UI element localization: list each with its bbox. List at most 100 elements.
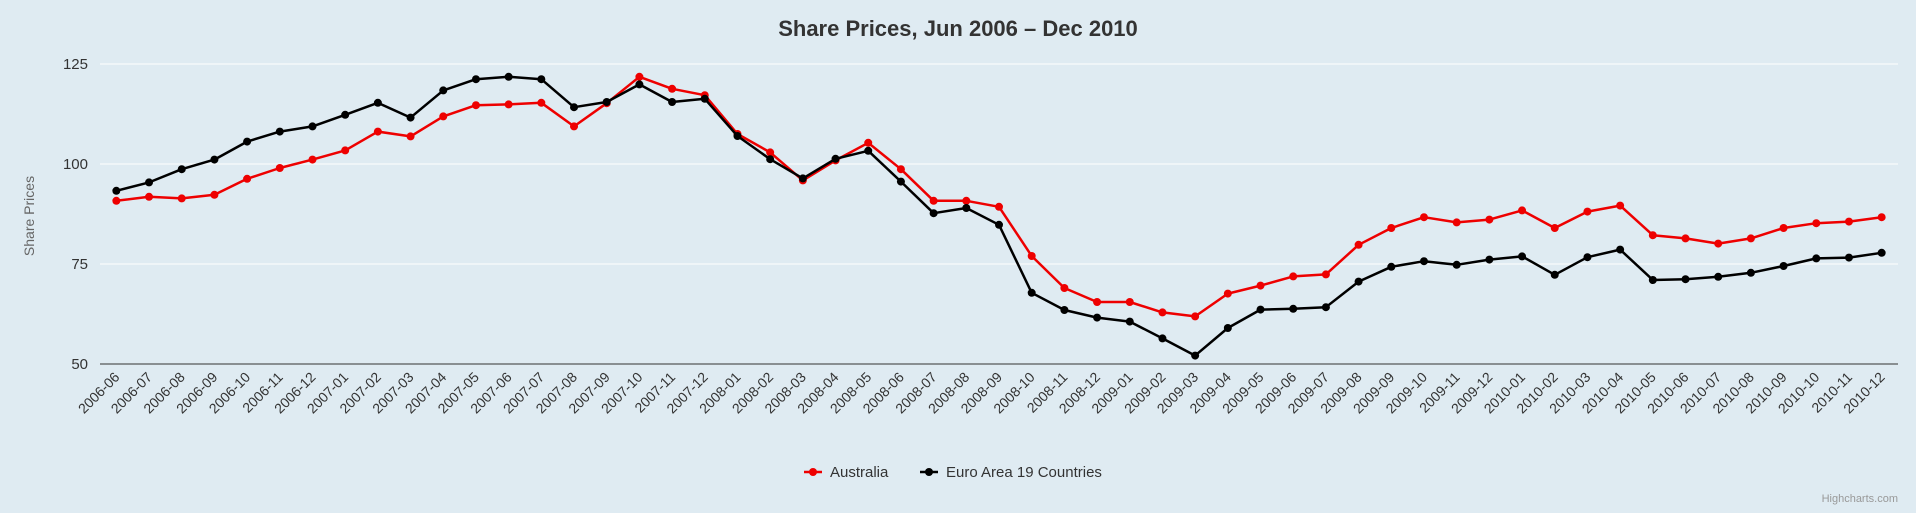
- data-point-euro-area[interactable]: [962, 204, 971, 212]
- data-point-australia[interactable]: [1158, 308, 1167, 317]
- data-point-australia[interactable]: [570, 122, 579, 131]
- data-point-euro-area[interactable]: [733, 132, 742, 140]
- data-point-euro-area[interactable]: [308, 122, 317, 131]
- data-point-australia[interactable]: [1648, 231, 1657, 240]
- data-point-euro-area[interactable]: [831, 154, 840, 163]
- data-point-australia[interactable]: [537, 98, 546, 107]
- data-point-australia[interactable]: [1321, 270, 1330, 279]
- credits-link[interactable]: Highcharts.com: [1822, 493, 1898, 505]
- data-point-euro-area[interactable]: [1550, 270, 1559, 279]
- data-point-australia[interactable]: [1027, 252, 1036, 260]
- data-point-australia[interactable]: [1256, 281, 1265, 290]
- data-point-euro-area[interactable]: [896, 177, 905, 186]
- data-point-australia[interactable]: [308, 155, 317, 164]
- data-point-australia[interactable]: [243, 174, 252, 183]
- data-point-euro-area[interactable]: [1779, 262, 1788, 270]
- data-point-euro-area[interactable]: [439, 86, 448, 95]
- data-point-euro-area[interactable]: [1387, 262, 1396, 271]
- data-point-euro-area[interactable]: [1616, 245, 1625, 254]
- data-point-euro-area[interactable]: [1812, 254, 1821, 263]
- data-point-euro-area[interactable]: [668, 98, 677, 106]
- data-point-euro-area[interactable]: [1158, 334, 1167, 343]
- data-point-australia[interactable]: [864, 138, 873, 147]
- data-point-euro-area[interactable]: [373, 98, 382, 107]
- data-point-euro-area[interactable]: [1191, 351, 1200, 360]
- data-point-euro-area[interactable]: [1093, 313, 1102, 322]
- data-point-euro-area[interactable]: [1354, 277, 1363, 286]
- data-point-euro-area[interactable]: [1419, 257, 1428, 266]
- data-point-euro-area[interactable]: [1518, 252, 1527, 261]
- data-point-euro-area[interactable]: [1452, 260, 1461, 269]
- data-point-euro-area[interactable]: [210, 155, 219, 164]
- data-point-euro-area[interactable]: [243, 137, 252, 146]
- data-point-australia[interactable]: [439, 112, 448, 121]
- data-point-australia[interactable]: [896, 165, 905, 174]
- data-point-euro-area[interactable]: [929, 209, 938, 218]
- data-point-australia[interactable]: [1877, 213, 1886, 222]
- data-point-euro-area[interactable]: [406, 113, 415, 122]
- data-point-australia[interactable]: [373, 127, 382, 136]
- data-point-australia[interactable]: [1681, 234, 1690, 243]
- data-point-australia[interactable]: [766, 148, 775, 157]
- data-point-euro-area[interactable]: [700, 94, 709, 103]
- data-point-euro-area[interactable]: [112, 186, 121, 195]
- data-point-australia[interactable]: [1583, 207, 1592, 216]
- data-point-australia[interactable]: [1093, 298, 1102, 306]
- data-point-euro-area[interactable]: [766, 155, 775, 164]
- data-point-australia[interactable]: [1419, 213, 1428, 222]
- data-point-euro-area[interactable]: [570, 103, 579, 112]
- data-point-australia[interactable]: [1485, 215, 1494, 224]
- data-point-euro-area[interactable]: [1256, 305, 1265, 314]
- data-point-euro-area[interactable]: [1681, 275, 1690, 284]
- data-point-euro-area[interactable]: [602, 98, 611, 106]
- data-point-euro-area[interactable]: [1648, 276, 1657, 284]
- data-point-australia[interactable]: [1289, 272, 1298, 281]
- data-point-euro-area[interactable]: [1060, 306, 1069, 314]
- data-point-euro-area[interactable]: [341, 110, 350, 119]
- data-point-australia[interactable]: [341, 146, 350, 155]
- data-point-australia[interactable]: [177, 194, 186, 203]
- data-point-australia[interactable]: [275, 164, 284, 172]
- data-point-euro-area[interactable]: [1877, 248, 1886, 257]
- data-point-euro-area[interactable]: [798, 174, 807, 183]
- data-point-australia[interactable]: [406, 132, 415, 141]
- data-point-euro-area[interactable]: [1714, 272, 1723, 281]
- data-point-australia[interactable]: [1518, 206, 1527, 215]
- data-point-euro-area[interactable]: [995, 220, 1003, 229]
- data-point-euro-area[interactable]: [1027, 288, 1036, 297]
- data-point-euro-area[interactable]: [504, 72, 513, 81]
- data-point-euro-area[interactable]: [1223, 324, 1232, 332]
- data-point-euro-area[interactable]: [1746, 268, 1755, 277]
- data-point-australia[interactable]: [210, 190, 219, 199]
- data-point-australia[interactable]: [1616, 201, 1625, 210]
- data-point-australia[interactable]: [1354, 240, 1363, 249]
- data-point-australia[interactable]: [504, 100, 513, 109]
- data-point-euro-area[interactable]: [1289, 304, 1298, 313]
- data-point-euro-area[interactable]: [1583, 253, 1592, 262]
- data-point-australia[interactable]: [1125, 298, 1134, 306]
- data-point-australia[interactable]: [929, 196, 938, 205]
- data-point-australia[interactable]: [668, 84, 677, 93]
- data-point-australia[interactable]: [995, 202, 1003, 211]
- data-point-australia[interactable]: [1550, 224, 1559, 232]
- data-point-euro-area[interactable]: [471, 75, 480, 84]
- data-point-euro-area[interactable]: [864, 146, 873, 155]
- data-point-australia[interactable]: [471, 101, 480, 110]
- data-point-australia[interactable]: [1387, 224, 1396, 232]
- data-point-euro-area[interactable]: [177, 165, 186, 174]
- data-point-euro-area[interactable]: [537, 75, 546, 84]
- data-point-australia[interactable]: [1223, 289, 1232, 298]
- data-point-australia[interactable]: [1844, 217, 1853, 226]
- data-point-australia[interactable]: [1060, 284, 1069, 292]
- data-point-australia[interactable]: [1812, 219, 1821, 228]
- data-point-euro-area[interactable]: [1844, 253, 1853, 262]
- data-point-australia[interactable]: [1779, 224, 1788, 232]
- data-point-australia[interactable]: [1714, 239, 1723, 248]
- legend-item-euro-area[interactable]: Euro Area 19 Countries: [920, 464, 1102, 481]
- data-point-australia[interactable]: [1191, 312, 1200, 321]
- data-point-euro-area[interactable]: [145, 178, 154, 187]
- data-point-australia[interactable]: [635, 72, 644, 81]
- data-point-euro-area[interactable]: [275, 127, 284, 136]
- data-point-euro-area[interactable]: [1485, 255, 1494, 264]
- data-point-australia[interactable]: [145, 192, 154, 201]
